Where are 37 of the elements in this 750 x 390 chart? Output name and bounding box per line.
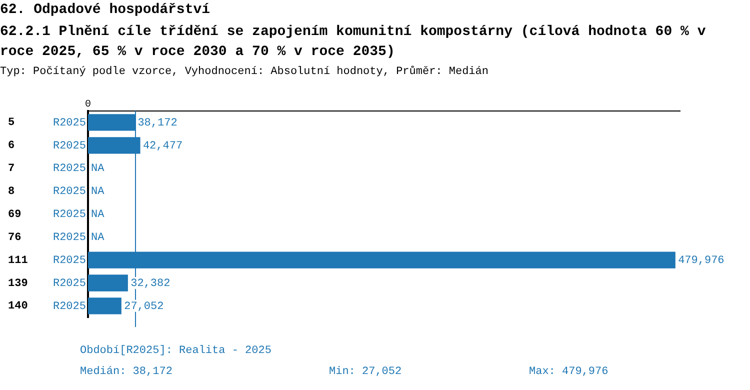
bar xyxy=(88,274,128,292)
data-label: 479,976 xyxy=(678,254,724,267)
annotation: 0 xyxy=(84,100,92,111)
y-tick-label: 140 xyxy=(8,300,28,313)
data-label: 42,477 xyxy=(142,140,183,152)
text: R2025 xyxy=(52,232,86,244)
y-tick-label: 5 xyxy=(8,117,15,130)
text: R2025 xyxy=(52,140,86,152)
text: R2025 xyxy=(52,163,86,176)
text: NA xyxy=(91,232,104,244)
chart-subtitle: 62.2.1 Plnění cíle třídění se zapojením komunitní kompostárny (cílová hodnota 60 % v roce 2025, 65 % v roce 2030 a 70 % v roce 2035) xyxy=(0,23,707,62)
bar xyxy=(88,298,122,314)
text: Období[R2025]: Realita - 2025 xyxy=(80,345,272,357)
y-tick-label: 7 xyxy=(8,163,15,176)
text: NA xyxy=(91,209,104,222)
text: NA xyxy=(91,186,104,198)
text: Min: 27,052 xyxy=(329,366,402,378)
text: R2025 xyxy=(52,278,86,290)
data-label: 27,052 xyxy=(124,300,164,313)
y-tick-label: 76 xyxy=(8,232,22,244)
y-tick-label: 139 xyxy=(8,278,28,290)
y-tick-label: 6 xyxy=(8,140,15,152)
y-tick-label: 111 xyxy=(8,254,28,267)
text: R2025 xyxy=(52,209,86,222)
chart-title: 62. Odpadové hospodářství xyxy=(0,2,210,18)
data-label: 32,382 xyxy=(130,278,170,290)
y-tick-label: 8 xyxy=(8,186,15,198)
text: R2025 xyxy=(52,186,86,198)
series-label: R2025 xyxy=(52,117,86,130)
text: R2025 xyxy=(52,254,86,267)
y-tick-label: 69 xyxy=(8,208,22,221)
ref-line-label: Medián: 38,172 xyxy=(80,366,172,378)
text: Max: 479,976 xyxy=(529,366,608,378)
text: NA xyxy=(91,163,104,176)
text: R2025 xyxy=(52,300,86,313)
text: Typ: Počítaný podle vzorce, Vyhodnocení: Absolutní hodnoty, Průměr: Medián xyxy=(0,66,488,78)
data-label: 38,172 xyxy=(138,117,178,130)
